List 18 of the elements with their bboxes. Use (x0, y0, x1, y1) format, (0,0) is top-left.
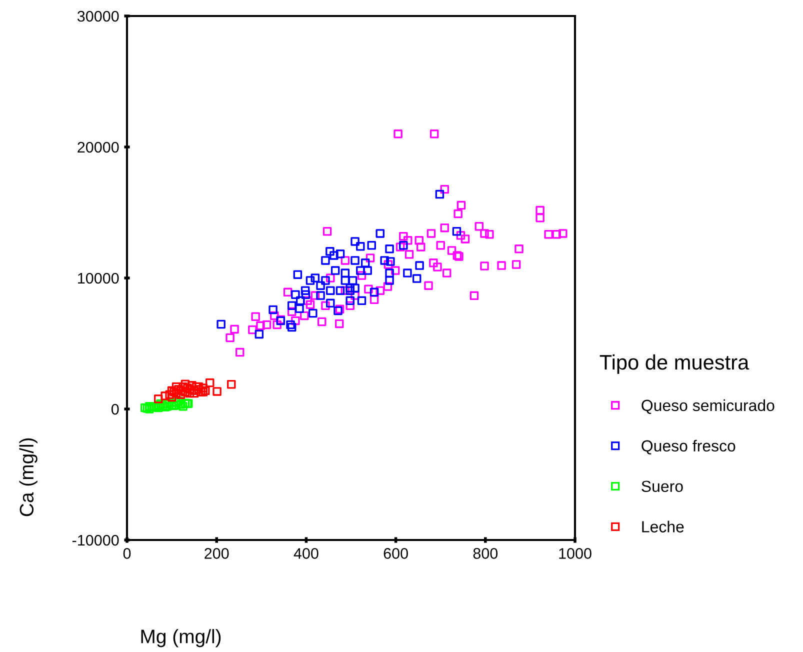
x-tick-label: 600 (384, 548, 408, 559)
legend-label: Queso semicurado (642, 399, 774, 414)
legend-label: Leche (642, 520, 684, 532)
y-tick-label: 0 (111, 404, 119, 415)
legend-label: Queso fresco (642, 440, 736, 454)
legend-title: Tipo de muestra (600, 354, 750, 374)
x-tick-label: 1000 (559, 548, 592, 559)
y-tick-label: 30000 (77, 10, 119, 22)
x-tick-label: 800 (473, 548, 498, 559)
x-tick-label: 200 (204, 548, 229, 559)
y-tick-label: -10000 (72, 534, 119, 546)
y-tick-label: 10000 (78, 272, 119, 284)
x-axis-title: Mg (mg/l) (141, 629, 221, 648)
y-tick-label: 20000 (78, 142, 119, 153)
x-tick-label: 0 (123, 548, 131, 559)
legend-label: Suero (642, 480, 683, 492)
x-tick-label: 400 (294, 548, 318, 559)
y-axis-title: Ca (mg/l) (19, 438, 38, 516)
